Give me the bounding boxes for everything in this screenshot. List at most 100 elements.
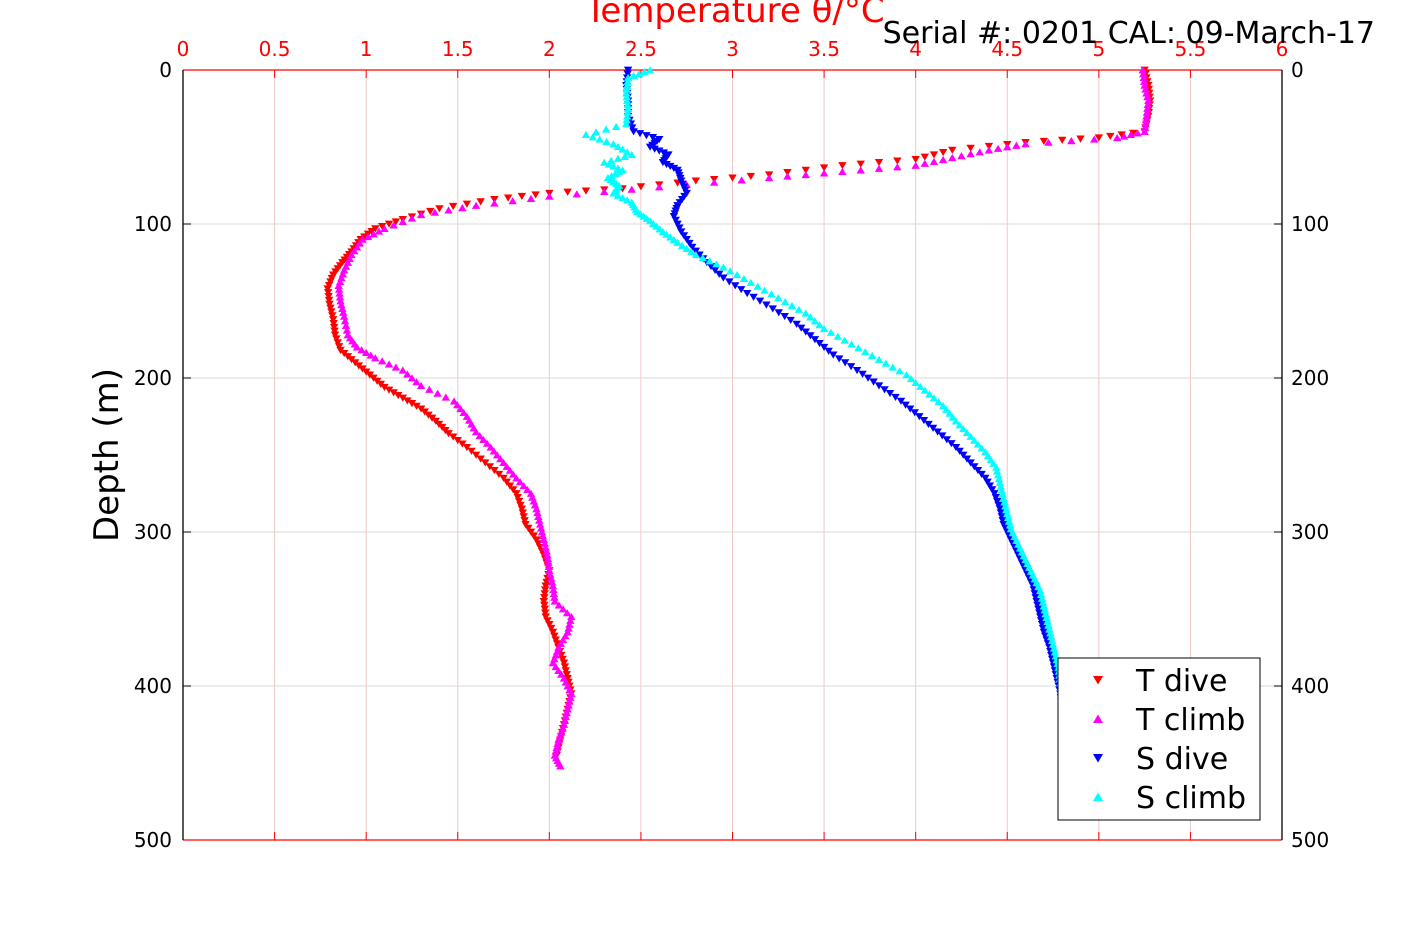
data-point <box>737 176 746 184</box>
x-tick-label: 5.5 <box>1175 37 1207 61</box>
legend-label: S dive <box>1136 742 1228 777</box>
data-point <box>753 282 762 290</box>
data-point <box>558 636 568 644</box>
data-point <box>874 382 884 390</box>
data-point <box>1050 648 1060 656</box>
data-point <box>874 164 884 172</box>
data-point <box>962 455 972 463</box>
data-point <box>992 497 1002 505</box>
data-point <box>339 266 349 274</box>
data-point <box>911 378 920 386</box>
data-point <box>329 319 338 328</box>
x-tick-label: 2 <box>543 37 556 61</box>
data-point <box>806 313 815 321</box>
data-point <box>476 198 485 206</box>
data-point <box>623 77 632 85</box>
x-tick-label: 4.5 <box>991 37 1023 61</box>
data-point <box>999 494 1008 502</box>
data-point <box>698 254 707 262</box>
data-point <box>1003 143 1012 151</box>
data-point <box>1003 509 1012 517</box>
data-point <box>1045 625 1054 633</box>
data-point <box>512 474 521 482</box>
data-point <box>369 230 378 238</box>
data-point <box>992 467 1002 475</box>
data-point <box>826 328 836 336</box>
data-point <box>335 293 345 301</box>
data-point <box>524 524 533 532</box>
data-point <box>911 161 920 169</box>
data-point <box>398 394 407 402</box>
data-point <box>863 374 873 382</box>
data-point <box>929 394 939 402</box>
data-point <box>566 693 575 701</box>
data-point <box>650 145 659 153</box>
serial-annotation: Serial #: 0201 CAL: 09-March-17 <box>883 16 1375 51</box>
data-point <box>815 321 824 329</box>
data-point <box>655 147 664 155</box>
data-point <box>563 188 572 196</box>
data-point <box>458 440 467 448</box>
data-point <box>929 151 939 159</box>
data-point <box>541 609 550 617</box>
data-point <box>333 339 342 347</box>
data-point <box>1139 77 1149 85</box>
data-point <box>499 458 508 467</box>
data-point <box>1038 598 1048 606</box>
y-tick-label-left: 500 <box>134 828 172 852</box>
data-point <box>885 390 895 398</box>
data-point <box>338 304 347 313</box>
data-point <box>1139 73 1148 82</box>
data-point <box>618 145 627 153</box>
data-point <box>337 274 346 282</box>
data-point <box>920 153 930 161</box>
data-point <box>1042 613 1051 621</box>
data-point <box>710 266 720 274</box>
legend-marker <box>1093 754 1103 763</box>
data-point <box>636 183 646 191</box>
data-point <box>737 286 746 294</box>
data-point <box>435 205 444 213</box>
data-point <box>801 170 810 179</box>
y-axis-label: Depth (m) <box>87 368 127 542</box>
data-point <box>669 164 679 172</box>
data-point <box>325 300 334 308</box>
data-point <box>416 210 426 219</box>
data-point <box>881 359 891 367</box>
data-point <box>928 424 938 432</box>
data-point <box>459 408 468 417</box>
data-point <box>505 466 515 474</box>
data-point <box>554 601 564 609</box>
data-point <box>543 617 552 625</box>
data-point <box>995 505 1005 513</box>
data-point <box>444 430 453 438</box>
data-point <box>540 601 549 609</box>
data-point <box>902 371 911 379</box>
data-point <box>412 402 421 410</box>
data-point <box>471 428 481 436</box>
data-point <box>539 597 549 606</box>
legend-marker <box>1093 676 1103 685</box>
data-point <box>548 582 558 590</box>
data-point <box>719 274 728 282</box>
data-point <box>1049 644 1059 652</box>
data-point <box>539 535 549 544</box>
data-point <box>403 370 412 378</box>
data-point <box>955 447 964 455</box>
data-point <box>856 166 865 174</box>
data-point <box>352 243 362 251</box>
data-point <box>343 331 353 339</box>
data-point <box>691 251 701 259</box>
data-point <box>618 194 627 202</box>
data-point <box>609 162 618 170</box>
data-point <box>874 355 884 363</box>
data-point <box>1036 590 1046 598</box>
data-point <box>623 100 632 109</box>
data-point <box>330 327 339 335</box>
data-point <box>327 308 336 316</box>
data-point <box>343 258 353 266</box>
data-point <box>920 159 930 167</box>
data-point <box>526 528 536 536</box>
data-point <box>609 189 618 197</box>
data-point <box>688 243 697 251</box>
